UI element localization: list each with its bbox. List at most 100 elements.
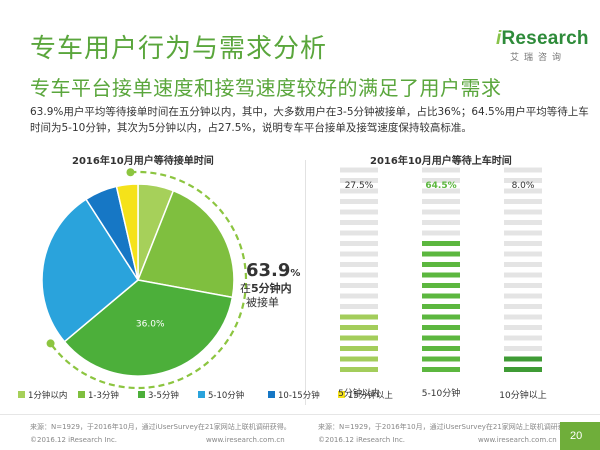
legend-label-5: 10-15分钟 — [278, 390, 320, 401]
bar-block-1-12 — [340, 251, 378, 257]
bar-block-2-19 — [422, 178, 460, 183]
callout-line2-pre: 在 — [240, 282, 251, 295]
bar-block-3-20 — [504, 167, 542, 173]
bar-block-2-4 — [422, 335, 460, 341]
bar-block-1-5 — [340, 325, 378, 330]
highlight-arc-dot-start — [126, 168, 135, 177]
pie-slice-3 — [63, 279, 234, 377]
iresearch-logo: iResearch 艾瑞咨询 — [496, 28, 589, 63]
bar-block-3-16 — [504, 209, 542, 215]
bar-block-1-1 — [340, 367, 378, 372]
bar-block-3-3 — [504, 346, 542, 351]
bar-block-2-16 — [422, 209, 460, 215]
bar-block-1-6 — [340, 314, 378, 320]
bar-block-2-8 — [422, 293, 460, 299]
bar-block-2-20 — [422, 167, 460, 173]
highlight-dashed-arc — [49, 170, 248, 390]
bar-block-1-10 — [340, 272, 378, 278]
bar-block-3-10 — [504, 272, 542, 278]
highlight-arc-dot-end — [46, 339, 55, 348]
bar-block-1-17 — [340, 199, 378, 204]
bar-value-label-2: 64.5% — [425, 181, 456, 191]
legend-swatch-5 — [268, 391, 275, 398]
bar-block-1-4 — [340, 335, 378, 341]
callout-line2-bold: 5分钟内 — [251, 281, 292, 295]
bar-chart-title: 2016年10月用户等待上车时间 — [370, 156, 512, 167]
bar-block-3-8 — [504, 293, 542, 299]
source-right: 来源：N=1929，于2016年10月，通过iUserSurvey在21家网站上… — [318, 423, 579, 431]
bar-block-1-19 — [340, 178, 378, 183]
legend-label-3: 3-5分钟 — [148, 390, 179, 401]
page-number-box — [560, 422, 600, 450]
bar-block-2-11 — [422, 262, 460, 267]
logo-subtitle: 艾瑞咨询 — [510, 53, 567, 63]
bar-block-1-15 — [340, 220, 378, 225]
bar-block-3-2 — [504, 356, 542, 362]
bar-block-1-2 — [340, 356, 378, 362]
bar-block-3-7 — [504, 304, 542, 309]
bar-category-label-2: 5-10分钟 — [422, 387, 460, 399]
bar-block-2-18 — [422, 188, 460, 194]
bar-block-1-18 — [340, 188, 378, 194]
site-left: www.iresearch.com.cn — [206, 436, 285, 444]
copyright-left: ©2016.12 iResearch Inc. — [30, 436, 118, 444]
callout-unit: % — [290, 268, 300, 279]
bar-block-3-1 — [504, 367, 542, 372]
bar-block-2-13 — [422, 241, 460, 246]
bar-block-2-10 — [422, 272, 460, 278]
bar-block-2-14 — [422, 230, 460, 236]
site-right: www.iresearch.com.cn — [478, 436, 557, 444]
bar-block-2-12 — [422, 251, 460, 257]
legend-swatch-3 — [138, 391, 145, 398]
bar-block-1-13 — [340, 241, 378, 246]
bar-block-2-15 — [422, 220, 460, 225]
bar-block-3-18 — [504, 188, 542, 194]
page-number: 20 — [570, 430, 583, 442]
bar-block-3-5 — [504, 325, 542, 330]
bar-block-2-6 — [422, 314, 460, 320]
legend-swatch-1 — [18, 391, 25, 398]
legend-label-2: 1-3分钟 — [88, 390, 119, 401]
bar-block-3-11 — [504, 262, 542, 267]
logo-research: Research — [501, 28, 589, 49]
description-text: 63.9%用户平均等待接单时间在五分钟以内，其中，大多数用户在3-5分钟被接单，… — [30, 106, 589, 134]
callout-line2: 在5分钟内 — [240, 281, 292, 295]
bar-category-label-3: 10分钟以上 — [499, 389, 546, 401]
pie-data-label-3: 36.0% — [136, 319, 165, 329]
legend-swatch-6 — [338, 391, 345, 398]
bar-block-1-3 — [340, 346, 378, 351]
bar-block-2-9 — [422, 283, 460, 288]
bar-block-2-17 — [422, 199, 460, 204]
bar-block-1-20 — [340, 167, 378, 173]
bar-block-1-8 — [340, 293, 378, 299]
bar-block-1-14 — [340, 230, 378, 236]
bar-block-3-13 — [504, 241, 542, 246]
legend-swatch-2 — [78, 391, 85, 398]
bar-block-3-6 — [504, 314, 542, 320]
bar-block-1-11 — [340, 262, 378, 267]
callout-line3: 被接单 — [246, 296, 279, 309]
footer-divider — [0, 414, 600, 415]
bar-value-label-1: 27.5% — [345, 181, 374, 191]
page-title: 专车用户行为与需求分析 — [30, 34, 328, 64]
callout-value: 63.9% — [246, 260, 300, 281]
page-subtitle: 专车平台接单速度和接驾速度较好的满足了用户需求 — [30, 76, 502, 100]
bar-block-3-4 — [504, 335, 542, 341]
bar-block-2-5 — [422, 325, 460, 330]
source-left: 来源：N=1929，于2016年10月，通过iUserSurvey在21家网站上… — [30, 423, 291, 431]
pie-slice-4 — [41, 198, 139, 343]
bar-block-2-1 — [422, 367, 460, 372]
bar-block-3-17 — [504, 199, 542, 204]
bar-block-2-3 — [422, 346, 460, 351]
bar-block-3-14 — [504, 230, 542, 236]
bar-category-label-1: 5分钟以内 — [338, 387, 380, 399]
bar-block-2-7 — [422, 304, 460, 309]
callout-number: 63.9 — [246, 260, 290, 281]
bar-block-1-16 — [340, 209, 378, 215]
bar-value-label-3: 8.0% — [512, 181, 535, 191]
chart-divider — [305, 160, 306, 405]
legend-label-6: 15分钟以上 — [348, 390, 393, 401]
copyright-right: ©2016.12 iResearch Inc. — [318, 436, 406, 444]
bar-block-2-2 — [422, 356, 460, 362]
